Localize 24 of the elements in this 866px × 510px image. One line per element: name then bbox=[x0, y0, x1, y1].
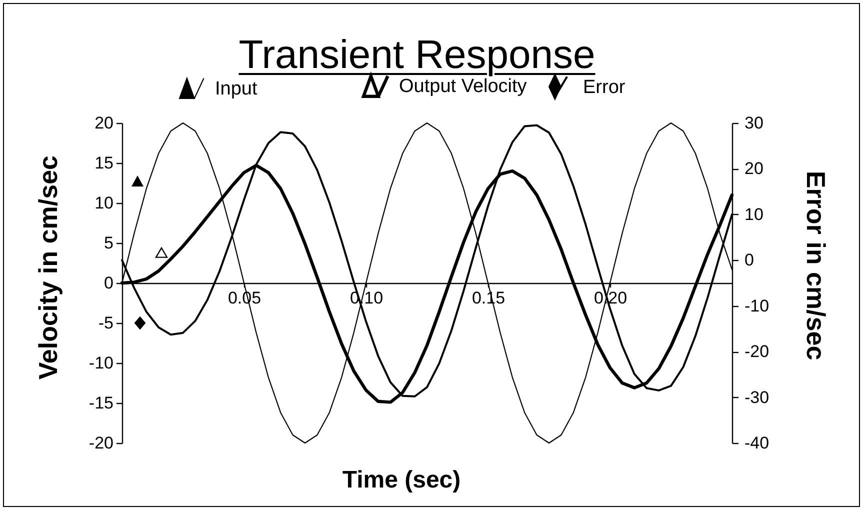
y2-tick-label: 10 bbox=[744, 204, 764, 224]
chart-title: Transient Response bbox=[238, 32, 596, 78]
y-tick-label: 15 bbox=[94, 154, 114, 172]
y-tick-label: 5 bbox=[104, 234, 114, 252]
y2-tick-label: -40 bbox=[744, 434, 770, 452]
y-tick-label: -10 bbox=[88, 354, 114, 372]
y-tick-label: 20 bbox=[94, 114, 114, 132]
y-tick-label: 10 bbox=[94, 194, 114, 212]
y-axis-title: Velocity in cm/sec bbox=[32, 155, 63, 380]
y-tick-label: -5 bbox=[98, 314, 114, 332]
y2-axis-title: Error in cm/sec bbox=[801, 170, 832, 360]
y2-tick-label: 0 bbox=[744, 250, 754, 270]
y-tick-label: 0 bbox=[104, 274, 114, 292]
y2-tick-label: -10 bbox=[744, 296, 770, 316]
legend-label: Input bbox=[215, 78, 258, 100]
y2-tick-label: 30 bbox=[744, 114, 764, 132]
y2-tick-label: -30 bbox=[744, 388, 770, 407]
legend-label: Output Velocity bbox=[399, 76, 528, 98]
legend-label: Error bbox=[583, 76, 626, 98]
y2-tick-label: 20 bbox=[744, 159, 764, 178]
y-tick-label: -15 bbox=[88, 394, 114, 412]
x-axis-title: Time (sec) bbox=[342, 466, 461, 494]
y-tick-label: -20 bbox=[88, 434, 114, 452]
y2-tick-label: -20 bbox=[744, 342, 770, 362]
